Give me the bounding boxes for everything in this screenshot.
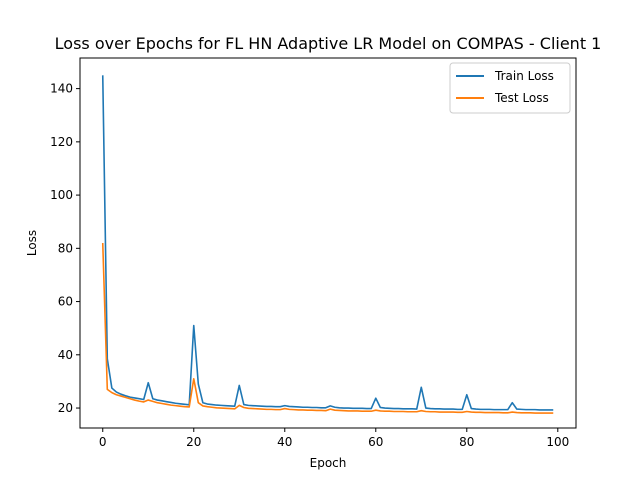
y-tick-label: 140 [50,82,73,96]
legend: Train Loss Test Loss [449,62,571,114]
chart-title: Loss over Epochs for FL HN Adaptive LR M… [55,34,602,53]
series-line-train-loss [101,75,554,411]
legend-label-test-loss: Test Loss [494,91,549,105]
y-tick-label: 20 [58,401,73,415]
x-tick-label: 0 [99,435,107,449]
plot-area: 0 20 40 60 80 100 20 40 60 80 100 120 140 [50,57,577,449]
y-axis-ticks: 20 40 60 80 100 120 140 [50,82,80,415]
axes-frame [79,57,577,429]
legend-label-train-loss: Train Loss [494,69,554,83]
x-axis-label: Epoch [310,456,347,470]
y-tick-label: 120 [50,135,73,149]
y-tick-label: 100 [50,188,73,202]
x-tick-label: 40 [277,435,292,449]
y-tick-label: 80 [58,241,73,255]
y-tick-label: 40 [58,348,73,362]
x-tick-label: 100 [546,435,569,449]
y-tick-label: 60 [58,295,73,309]
x-tick-label: 20 [186,435,201,449]
x-tick-label: 60 [368,435,383,449]
x-tick-label: 80 [459,435,474,449]
y-axis-label: Loss [25,230,39,256]
series-layer [101,75,554,414]
x-axis-ticks: 0 20 40 60 80 100 [99,428,569,449]
series-line-test-loss [101,242,554,414]
